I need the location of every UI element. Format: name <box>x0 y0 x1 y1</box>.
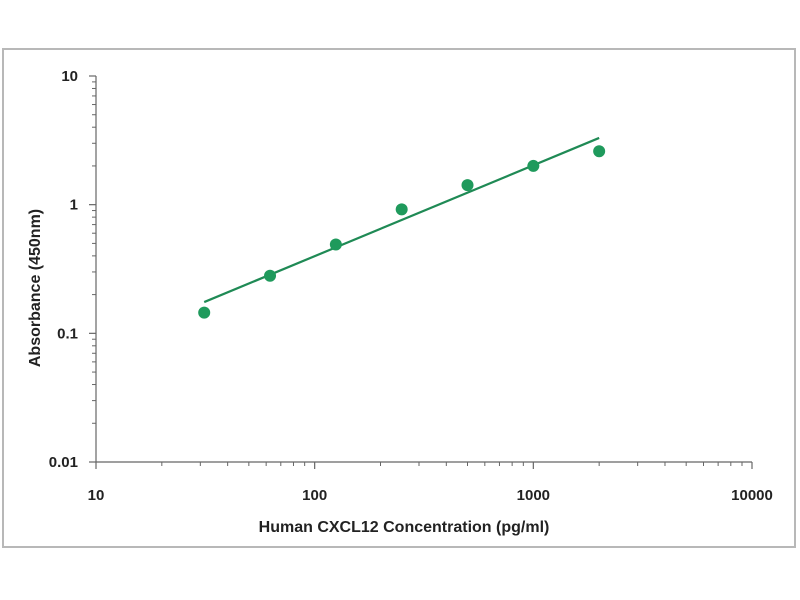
y-tick-label: 0.01 <box>49 454 78 471</box>
x-tick-label: 100 <box>302 487 327 504</box>
data-point <box>264 269 277 282</box>
data-point <box>198 306 211 319</box>
data-point <box>593 145 606 158</box>
y-tick-label: 1 <box>70 197 78 214</box>
x-axis-label: Human CXCL12 Concentration (pg/ml) <box>259 519 550 536</box>
chart-frame <box>2 48 796 548</box>
data-point <box>527 159 540 172</box>
x-tick-label: 10000 <box>731 487 773 504</box>
ticks: 10 100 1000 10000 0.01 0.1 1 10 <box>49 68 773 504</box>
y-axis-label: Absorbance (450nm) <box>27 209 44 367</box>
y-tick-label: 0.1 <box>57 325 78 342</box>
data-point <box>395 203 408 216</box>
y-tick-label: 10 <box>61 68 78 85</box>
axes <box>95 76 752 463</box>
fit-line-group <box>203 136 600 304</box>
data-point <box>461 179 474 192</box>
x-tick-label: 10 <box>88 487 105 504</box>
fit-line <box>203 136 600 304</box>
x-tick-label: 1000 <box>517 487 550 504</box>
data-points <box>198 145 606 319</box>
data-point <box>329 238 342 251</box>
